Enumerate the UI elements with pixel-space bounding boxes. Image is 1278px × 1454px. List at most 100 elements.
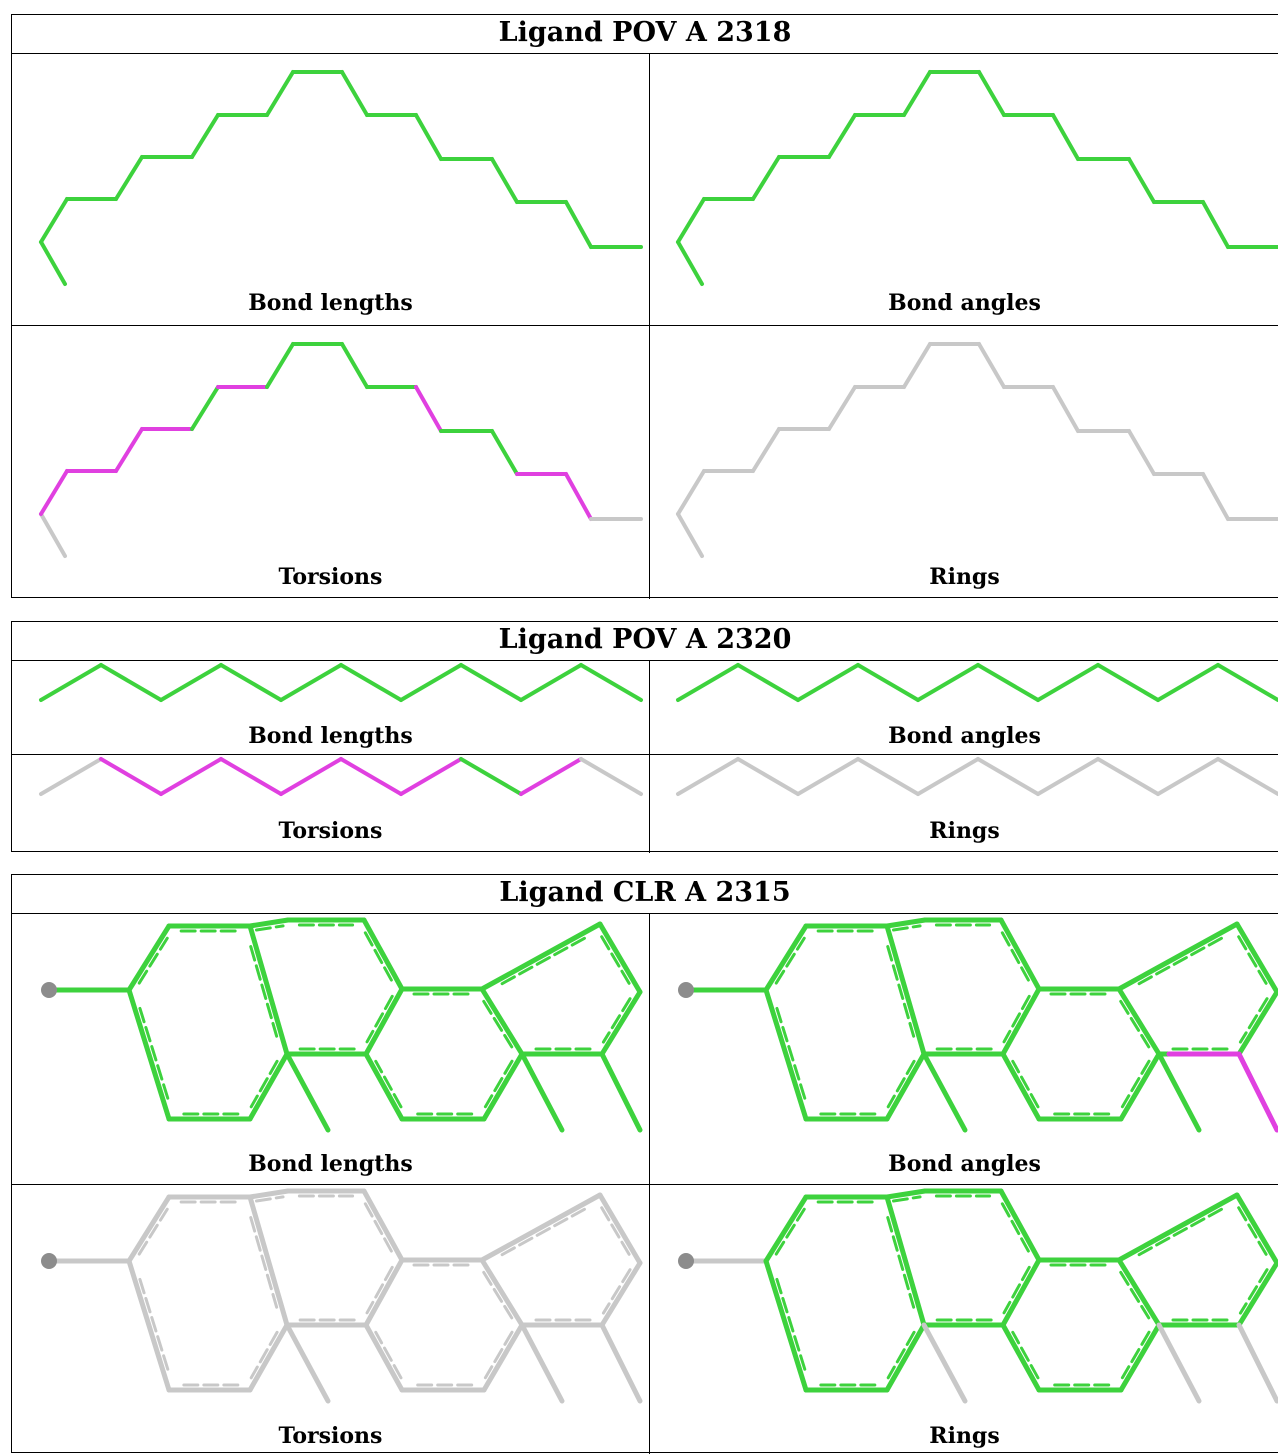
atom-sphere <box>41 1253 57 1269</box>
cell-bond-lengths: Bond lengths <box>12 54 649 325</box>
bond <box>736 663 800 702</box>
bond <box>126 1194 172 1264</box>
bond <box>1156 663 1220 702</box>
bond <box>284 1322 331 1404</box>
panel-title: Ligand CLR A 2315 <box>499 877 791 908</box>
bond <box>459 757 523 796</box>
bond <box>249 1330 279 1380</box>
bond <box>399 757 463 796</box>
bond <box>676 197 706 244</box>
bond <box>763 1194 809 1264</box>
bond <box>600 1206 632 1257</box>
bond <box>676 663 740 702</box>
cell-torsions: Torsions <box>12 755 649 852</box>
bond <box>884 1051 927 1122</box>
bond <box>1119 999 1151 1049</box>
bond <box>126 987 172 1122</box>
ligand-panel-pov-2320: Ligand POV A 2320 Bond lengths Bond angl… <box>11 621 1278 853</box>
bond <box>1127 429 1156 476</box>
bond <box>247 1194 290 1328</box>
bond <box>676 469 706 516</box>
cell-label: Bond lengths <box>248 723 413 749</box>
bond <box>126 923 172 993</box>
bond <box>597 1192 643 1266</box>
bond <box>1000 1202 1031 1254</box>
cell-bond-angles: Bond angles <box>650 54 1278 325</box>
bond <box>363 1202 394 1254</box>
bond <box>1216 757 1278 796</box>
cell-bond-lengths: Bond lengths <box>12 661 649 754</box>
bond <box>1051 385 1080 433</box>
bond <box>363 986 405 1057</box>
bond <box>1234 921 1278 995</box>
bond <box>361 1188 405 1263</box>
bond <box>138 1277 170 1371</box>
bond <box>774 1207 806 1256</box>
bond <box>884 1194 927 1328</box>
bond <box>579 757 643 796</box>
bond <box>279 757 343 796</box>
bond <box>827 385 857 431</box>
bond <box>365 994 394 1044</box>
bond <box>1096 663 1160 702</box>
bond <box>676 240 704 286</box>
bond <box>921 1322 968 1404</box>
panel-title: Ligand POV A 2318 <box>498 17 792 48</box>
bond <box>1236 1322 1278 1404</box>
bond <box>827 113 857 159</box>
bond <box>363 1322 405 1393</box>
bond <box>1156 1322 1202 1404</box>
bond <box>1137 1207 1224 1257</box>
bond <box>763 987 809 1122</box>
bond <box>884 923 927 1057</box>
bond <box>159 757 223 796</box>
bond <box>284 1051 331 1133</box>
bond <box>249 1216 279 1309</box>
bond <box>190 113 220 159</box>
bond <box>247 923 290 1057</box>
bond <box>774 936 806 985</box>
bond <box>1000 986 1042 1057</box>
bond <box>886 1059 916 1109</box>
bond <box>339 757 403 796</box>
bond <box>884 1188 928 1200</box>
bond <box>519 757 583 796</box>
cell-bond-lengths: Bond lengths <box>12 914 649 1184</box>
bond <box>365 1265 394 1315</box>
bond <box>884 1322 927 1393</box>
bond <box>1238 997 1269 1044</box>
bond <box>340 70 369 117</box>
cell-label: Rings <box>929 1423 1000 1449</box>
bond <box>137 936 169 985</box>
bond <box>1051 113 1080 161</box>
bond <box>1036 663 1100 702</box>
bond <box>1118 1051 1162 1122</box>
cell-rings: Rings <box>650 1185 1278 1454</box>
bond <box>39 757 103 796</box>
cell-bond-angles: Bond angles <box>650 914 1278 1184</box>
bond <box>796 663 860 702</box>
bond <box>414 113 443 161</box>
bond <box>1237 935 1269 986</box>
bond <box>763 1258 809 1393</box>
cell-label: Bond angles <box>888 723 1041 749</box>
ligand-panel-clr-2315: Ligand CLR A 2315 Bond lengths Bond angl… <box>11 874 1278 1454</box>
bond <box>247 1322 290 1393</box>
bond <box>1002 994 1031 1044</box>
bond <box>254 1195 285 1203</box>
bond <box>247 917 291 929</box>
cell-torsions: Torsions <box>12 1185 649 1454</box>
bond <box>490 157 519 204</box>
bond <box>886 945 916 1038</box>
bond <box>482 1270 514 1320</box>
bond <box>1127 157 1156 204</box>
bond <box>519 1051 565 1133</box>
cell-label: Bond angles <box>888 1151 1041 1177</box>
bond <box>1000 1051 1042 1122</box>
bond <box>1000 1257 1042 1328</box>
bond <box>479 1257 525 1328</box>
cell-label: Bond lengths <box>248 1151 413 1177</box>
bond <box>1201 200 1230 249</box>
bond <box>339 663 403 702</box>
bond <box>219 663 283 702</box>
